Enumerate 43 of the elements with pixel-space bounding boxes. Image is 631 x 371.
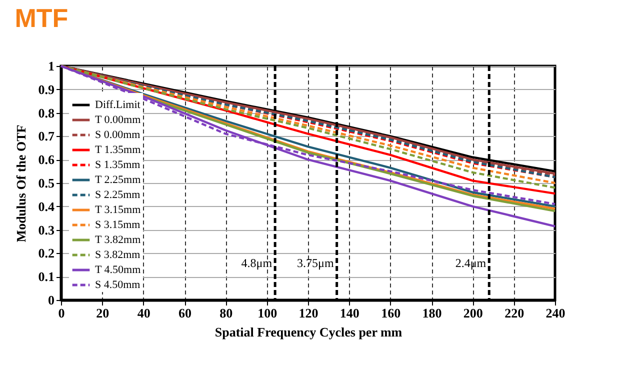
x-tick-label: 40 <box>137 306 150 320</box>
x-tick-label: 240 <box>546 306 566 320</box>
legend-label: T 3.15mm <box>95 204 142 216</box>
x-tick-label: 140 <box>340 306 360 320</box>
x-tick-label: 180 <box>422 306 442 320</box>
x-tick-label: 60 <box>178 306 192 320</box>
y-tick-label: 0.6 <box>38 152 55 168</box>
y-tick-label: 0.2 <box>38 246 54 261</box>
chart-title: MTF <box>14 3 68 33</box>
legend-label: T 3.82mm <box>95 234 142 246</box>
y-tick-label: 0.3 <box>38 222 55 238</box>
x-axis-title: Spatial Frequency Cycles per mm <box>214 324 402 340</box>
y-axis-title: Modulus Of the OTF <box>13 124 28 242</box>
y-tick-label: 0.9 <box>38 82 55 97</box>
x-tick-label: 200 <box>463 306 483 320</box>
y-tick-label: 1 <box>48 58 54 74</box>
legend-label: Diff.Limit <box>95 99 140 111</box>
y-tick-label: 0.1 <box>38 269 54 284</box>
x-tick-label: 80 <box>220 306 233 320</box>
x-tick-label: 0 <box>58 306 65 320</box>
y-tick-label: 0.5 <box>38 176 55 190</box>
legend-label: T 2.25mm <box>95 174 142 186</box>
y-tick-label: 0.7 <box>38 128 55 144</box>
legend-label: S 0.00mm <box>95 129 141 141</box>
legend-label: T 0.00mm <box>95 114 142 126</box>
x-tick-label: 100 <box>258 306 278 320</box>
y-tick-label: 0.4 <box>38 198 55 214</box>
legend-label: T 1.35mm <box>95 144 142 156</box>
x-tick-label: 220 <box>504 306 524 320</box>
legend-label: S 3.82mm <box>95 249 141 261</box>
y-tick-label: 0 <box>48 292 54 308</box>
ref-line-label: 3.75μm <box>297 256 334 270</box>
legend-label: S 1.35mm <box>95 159 141 171</box>
ref-line-label: 2.4μm <box>455 256 487 270</box>
x-tick-label: 120 <box>298 306 318 320</box>
ref-line-label: 4.8μm <box>241 256 273 270</box>
x-tick-label: 160 <box>381 306 401 320</box>
x-tick-label: 20 <box>96 306 110 320</box>
y-tick-label: 0.8 <box>38 105 55 120</box>
legend-label: S 3.15mm <box>95 219 141 231</box>
legend-label: S 2.25mm <box>95 189 141 201</box>
legend-label: S 4.50mm <box>95 279 141 291</box>
legend-label: T 4.50mm <box>95 264 142 276</box>
